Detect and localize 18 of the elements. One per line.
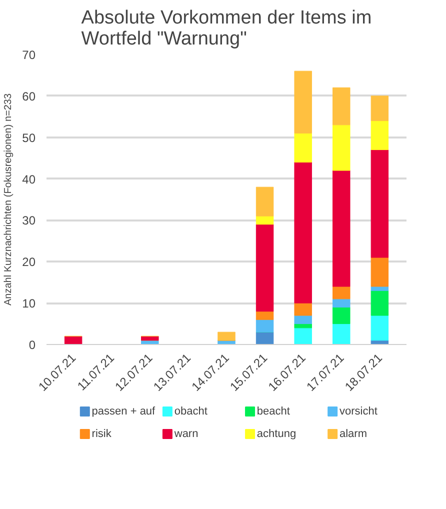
legend-label: warn xyxy=(173,428,198,440)
legend-label: obacht xyxy=(174,406,208,418)
legend-label: passen + auf xyxy=(92,406,156,418)
y-tick-label: 70 xyxy=(22,48,36,62)
y-tick-label: 20 xyxy=(22,255,36,270)
y-tick-label: 10 xyxy=(22,296,36,311)
legend-label: achtung xyxy=(256,428,296,440)
y-tick-label: 30 xyxy=(22,214,36,228)
y-tick-label: 40 xyxy=(22,172,36,186)
legend-label: risik xyxy=(92,428,112,440)
legend-label: alarm xyxy=(339,428,368,440)
y-axis-title: Anzahl Kurznachrichten (Fokusregionen) n=233 xyxy=(3,93,14,306)
y-tick-label: 50 xyxy=(22,130,36,145)
y-tick-label: 60 xyxy=(22,89,36,104)
legend-label: vorsicht xyxy=(339,406,378,418)
y-tick-label: 0 xyxy=(28,338,36,352)
legend-label: beacht xyxy=(256,406,290,418)
chart-title: Absolute Vorkommen der Items im Wortfeld "Warnung" xyxy=(81,8,372,50)
